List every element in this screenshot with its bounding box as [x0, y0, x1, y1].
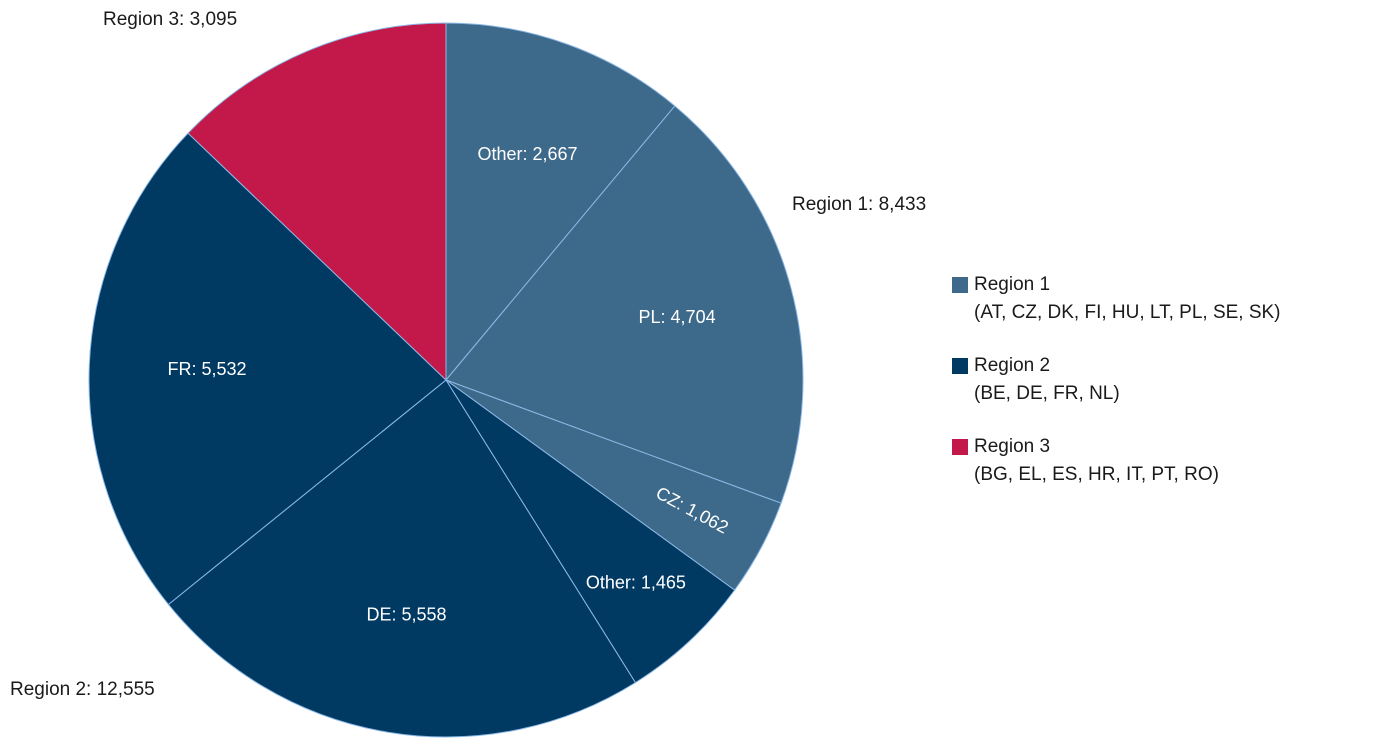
legend-swatch	[952, 358, 968, 374]
legend-detail: (BG, EL, ES, HR, IT, PT, RO)	[974, 464, 1219, 485]
slice-label: Other: 1,465	[586, 572, 686, 592]
region-label: Region 1: 8,433	[792, 194, 926, 215]
pie-slice	[445, 22, 676, 382]
region-label: Region 3: 3,095	[103, 9, 237, 30]
legend-detail: (AT, CZ, DK, FI, HU, LT, PL, SE, SK)	[974, 302, 1281, 323]
slice-label: Other: 2,667	[478, 144, 578, 164]
slice-label: FR: 5,532	[167, 359, 246, 379]
pie-slice	[88, 132, 447, 606]
legend-swatch	[952, 439, 968, 455]
legend-detail: (BE, DE, FR, NL)	[974, 383, 1120, 404]
legend-label: Region 3	[974, 436, 1050, 457]
region-label: Region 2: 12,555	[10, 679, 155, 700]
legend-swatch	[952, 277, 968, 293]
pie-slice	[167, 379, 637, 738]
pie-slice	[187, 22, 447, 382]
legend-label: Region 1	[974, 274, 1050, 295]
legend-label: Region 2	[974, 355, 1050, 376]
slice-label: PL: 4,704	[639, 307, 716, 327]
pie-slice	[445, 105, 804, 504]
slice-label: DE: 5,558	[366, 605, 446, 625]
pie-slice	[445, 379, 736, 684]
